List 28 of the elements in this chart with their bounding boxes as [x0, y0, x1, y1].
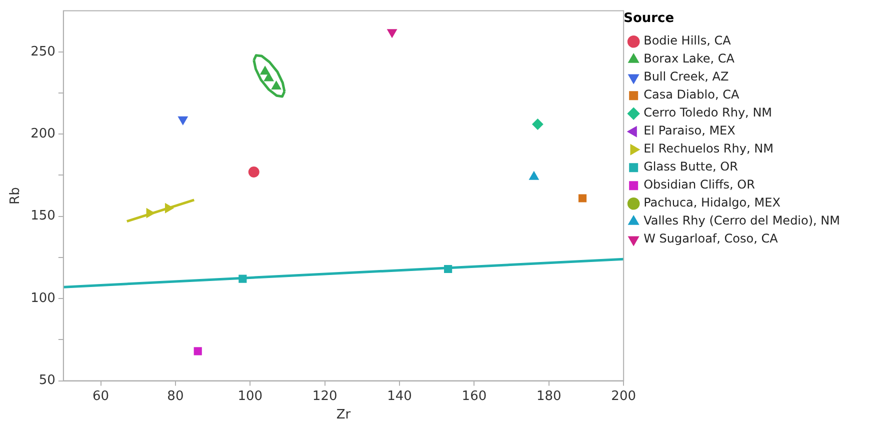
- legend-title: Source: [624, 10, 674, 26]
- x-tick-label: 80: [167, 388, 184, 404]
- legend-label: Pachuca, Hidalgo, MEX: [644, 196, 780, 210]
- legend-label: Bodie Hills, CA: [644, 34, 732, 48]
- x-axis-title: Zr: [336, 408, 352, 423]
- x-tick-label: 180: [536, 388, 562, 404]
- y-tick-label: 150: [30, 208, 56, 224]
- legend-label: Casa Diablo, CA: [644, 88, 740, 102]
- x-tick-label: 160: [462, 388, 487, 404]
- y-tick-label: 100: [30, 290, 56, 306]
- legend-label: Bull Creek, AZ: [644, 70, 729, 84]
- legend-label: Obsidian Cliffs, OR: [644, 178, 755, 192]
- x-tick-label: 60: [92, 388, 110, 404]
- x-tick-label: 200: [611, 388, 636, 404]
- y-tick-label: 200: [30, 126, 56, 142]
- legend-label: Glass Butte, OR: [644, 160, 738, 174]
- x-tick-label: 140: [387, 388, 412, 404]
- legend-label: Borax Lake, CA: [644, 52, 736, 66]
- x-tick-label: 120: [312, 388, 338, 404]
- y-axis-title: Rb: [8, 187, 24, 204]
- legend-label: El Rechuelos Rhy, NM: [644, 142, 774, 156]
- legend-label: Valles Rhy (Cerro del Medio), NM: [644, 214, 840, 228]
- legend-label: W Sugarloaf, Coso, CA: [644, 232, 779, 246]
- y-tick-label: 50: [38, 373, 56, 388]
- x-tick-label: 100: [238, 388, 263, 404]
- legend-label: El Paraiso, MEX: [644, 124, 736, 138]
- y-tick-label: 250: [30, 44, 56, 60]
- legend-label: Cerro Toledo Rhy, NM: [644, 106, 772, 120]
